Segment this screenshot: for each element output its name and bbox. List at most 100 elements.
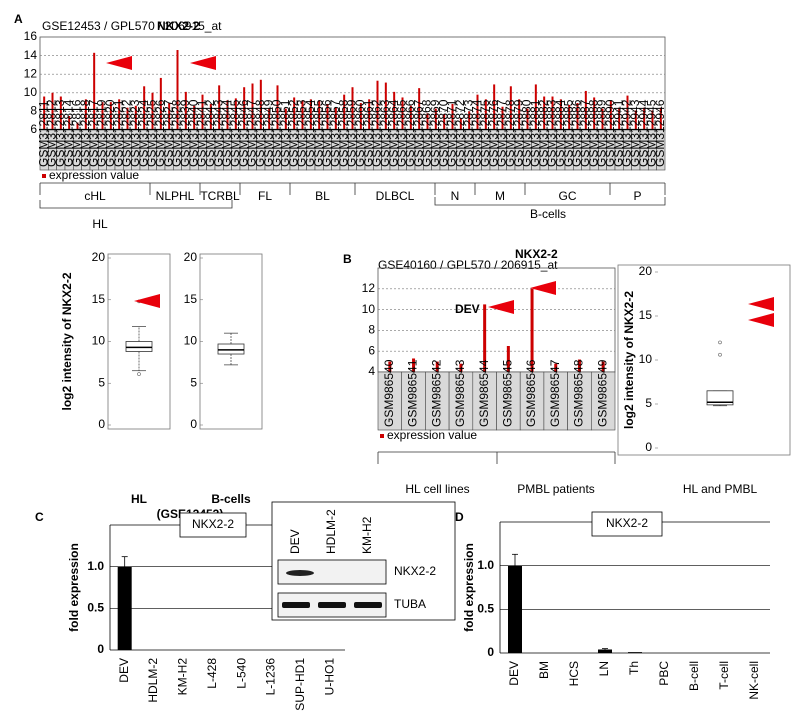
bar [76,122,79,130]
sample-label: GSM312942 [620,99,634,167]
y-tick-label: 5 [98,375,105,389]
x-tick-label: DEV [117,658,131,683]
sample-label: GSM986542 [429,359,443,427]
x-tick-label: L-428 [205,658,219,689]
bar [334,107,337,130]
group-label: BL [315,189,330,203]
lane-label: KM-H2 [360,516,374,554]
bar [593,97,596,130]
y-tick-label: 10 [184,334,198,348]
bar [143,86,146,130]
sample-label: GSM312854 [303,99,317,167]
sample-cell [590,371,616,431]
bar [651,110,654,130]
y-axis-label: log2 intensity of NKX2-2 [60,272,74,410]
bar [618,107,621,130]
group-label: HL cell lines [405,482,469,496]
sample-label: GSM312883 [545,99,559,167]
bar [559,99,562,130]
bar [259,79,262,130]
sample-label: GSM312855 [311,99,325,167]
sample-label: GSM312889 [595,99,609,167]
bar [483,304,487,372]
y-tick-label: 14 [24,48,38,62]
x-tick-label: B-cell [687,661,701,691]
bar [401,97,404,130]
y-tick-label: 20 [639,264,653,278]
panel-letter: D [455,510,464,524]
y-tick-label: 10 [639,352,653,366]
bar [117,566,132,650]
sample-label: GSM312813 [53,99,67,167]
sample-label: GSM312820 [103,99,117,167]
bar [434,108,437,130]
y-tick-label: 0 [645,440,652,454]
chart-title: NKX2-2 [515,247,558,261]
y-tick-label: 10 [362,302,376,316]
sample-label: GSM312849 [261,99,275,167]
bar [284,108,287,130]
sample-label: GSM312944 [636,99,650,167]
sample-label: GSM312887 [578,99,592,167]
x-tick-label: U-HO1 [322,658,336,696]
sample-label: GSM312884 [553,99,567,167]
sample-label: GSM312846 [236,99,250,167]
legend-label: expression value [387,428,477,442]
group-label: TCRBL [200,189,240,203]
bar [109,102,112,130]
blot-band [286,570,314,576]
bar [234,98,237,130]
sample-label: GSM986541 [406,359,420,427]
sample-label: GSM986540 [382,359,396,427]
sample-label: GSM312841 [195,99,209,167]
sample-label: GSM312844 [220,99,234,167]
y-tick-label: 12 [24,66,38,80]
sample-label: GSM312825 [145,99,159,167]
bar [351,87,354,130]
supergroup-label: HL [92,217,108,231]
sample-label: GSM312857 [328,99,342,167]
sample-label: GSM312817 [86,99,100,167]
panel-letter: A [14,12,23,26]
sample-label: GSM312862 [370,99,384,167]
bar [343,94,346,130]
box [125,341,153,352]
flier [718,340,722,345]
sample-label: GSM312869 [428,99,442,167]
y-tick-label: 20 [92,250,106,264]
x-tick-label: KM-H2 [176,658,190,696]
bar [251,83,254,130]
x-tick-label: NK-cell [747,661,761,700]
sample-label: GSM312886 [570,99,584,167]
blot-band [318,602,346,608]
arrow [488,300,514,314]
y-tick-label: 10 [92,334,106,348]
supergroup-label: B-cells [530,207,566,221]
arrow [530,281,556,295]
sample-label: GSM986547 [548,359,562,427]
sample-label: GSM986546 [524,359,538,427]
sample-label: GSM312882 [536,99,550,167]
bar [484,99,487,130]
sample-label: GSM312858 [336,99,350,167]
sample-label: GSM312881 [528,99,542,167]
sample-label: GSM312821 [111,99,125,167]
group-label: DLBCL [376,189,415,203]
bar [576,103,579,130]
bar [43,96,46,130]
bar [134,105,137,130]
bar [543,96,546,130]
y-tick-label: 6 [30,122,37,136]
y-tick-label: 4 [368,364,375,378]
bar [209,103,212,130]
y-tick-label: 0 [487,645,494,659]
group-label: P [633,189,641,203]
bar [93,52,96,131]
y-tick-label: 0 [97,642,104,656]
x-tick-label: DEV [507,661,521,686]
sample-label: GSM986543 [453,359,467,427]
sample-label: GSM986549 [595,359,609,427]
sample-label: GSM312839 [178,99,192,167]
x-tick-label: L-540 [234,658,248,689]
